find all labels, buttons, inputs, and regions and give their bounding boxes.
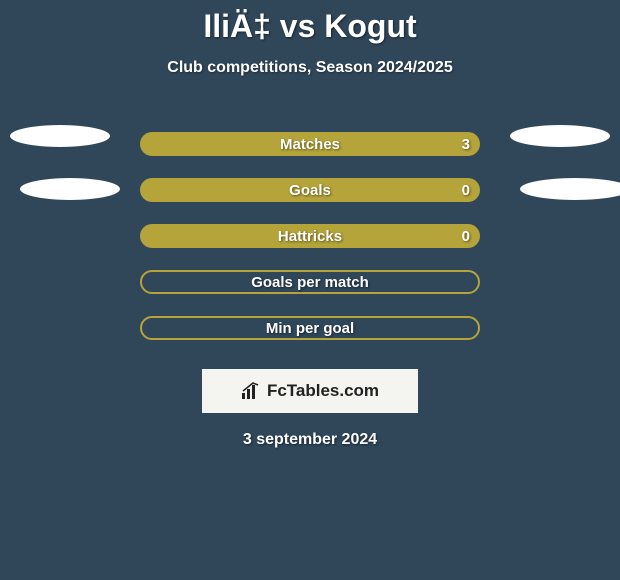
stat-row: Min per goal <box>0 305 620 351</box>
page-title: IliÄ‡ vs Kogut <box>0 0 620 45</box>
stat-row: Hattricks 0 <box>0 213 620 259</box>
date-text: 3 september 2024 <box>0 431 620 449</box>
stat-rows: Matches 3 Goals 0 Hattricks 0 Goals per … <box>0 121 620 351</box>
chart-icon <box>241 382 263 400</box>
stat-bar-matches: Matches 3 <box>140 132 480 156</box>
stat-value: 3 <box>462 136 470 153</box>
stat-row: Goals 0 <box>0 167 620 213</box>
subtitle: Club competitions, Season 2024/2025 <box>0 59 620 77</box>
stat-row: Goals per match <box>0 259 620 305</box>
stat-label: Matches <box>280 136 340 153</box>
stat-value: 0 <box>462 182 470 199</box>
stat-bar-goals: Goals 0 <box>140 178 480 202</box>
stat-label: Goals per match <box>251 274 369 291</box>
stat-label: Hattricks <box>278 228 342 245</box>
stat-value: 0 <box>462 228 470 245</box>
stat-label: Min per goal <box>266 320 354 337</box>
logo-text: FcTables.com <box>267 381 379 401</box>
stat-bar-min-per-goal: Min per goal <box>140 316 480 340</box>
stat-row: Matches 3 <box>0 121 620 167</box>
stat-bar-goals-per-match: Goals per match <box>140 270 480 294</box>
stat-label: Goals <box>289 182 331 199</box>
stat-bar-hattricks: Hattricks 0 <box>140 224 480 248</box>
container: IliÄ‡ vs Kogut Club competitions, Season… <box>0 0 620 580</box>
logo-box: FcTables.com <box>202 369 418 413</box>
